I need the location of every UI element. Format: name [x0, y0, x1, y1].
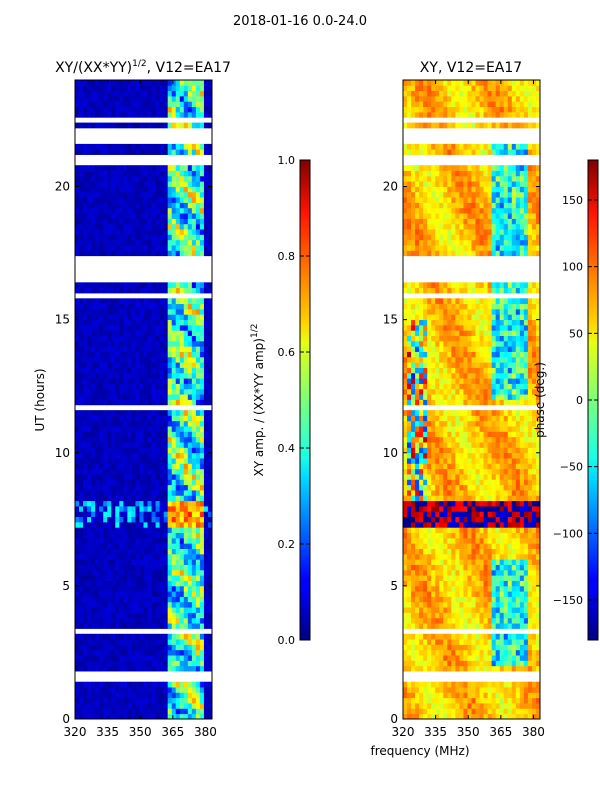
- y-tick-label: 5: [390, 579, 398, 593]
- colorbar-tick-label: 50: [569, 327, 583, 340]
- x-tick-label: 380: [194, 725, 217, 739]
- x-tick-label: 380: [522, 725, 545, 739]
- x-tick-label: 350: [129, 725, 152, 739]
- colorbar-tick-label: 0: [576, 394, 583, 407]
- x-tick-label: 320: [64, 725, 87, 739]
- colorbar-tick-label: 100: [562, 261, 583, 274]
- y-tick-label: 0: [390, 712, 398, 726]
- y-tick-label: 20: [55, 180, 70, 194]
- amplitude-title: XY/(XX*YY)1/2, V12=EA17: [55, 59, 231, 76]
- colorbar-tick-label: 0.0: [278, 634, 296, 647]
- colorbar-tick-label: −150: [553, 594, 583, 607]
- phase-colorbar: 150 100 50 0 −50 −100 −150 phase (deg.): [533, 160, 598, 640]
- amplitude-colorbar: 0.0 0.2 0.4 0.6 0.8 1.0 XY amp. / (XX*YY amp)…: [250, 154, 310, 647]
- colorbar-tick-label: 1.0: [278, 154, 296, 167]
- x-tick-label: 335: [424, 725, 447, 739]
- amplitude-colorbar-scale: [300, 160, 310, 640]
- y-tick-label: 20: [383, 180, 398, 194]
- amplitude-heatmap: [75, 80, 212, 719]
- colorbar-tick-label: 0.4: [278, 442, 296, 455]
- colorbar-tick-label: −50: [560, 461, 583, 474]
- colorbar-tick-label: 0.8: [278, 250, 296, 263]
- x-tick-label: 335: [96, 725, 119, 739]
- colorbar-tick-label: 0.6: [278, 346, 296, 359]
- y-tick-label: 5: [62, 579, 70, 593]
- shared-xlabel: frequency (MHz): [370, 744, 469, 758]
- figure-suptitle: 2018-01-16 0.0-24.0: [0, 14, 600, 29]
- x-tick-label: 365: [489, 725, 512, 739]
- y-tick-label: 15: [383, 313, 398, 327]
- colorbar-tick-label: −100: [553, 527, 583, 540]
- colorbar-tick-label: 0.2: [278, 538, 296, 551]
- x-tick-label: 365: [161, 725, 184, 739]
- x-tick-label: 350: [457, 725, 480, 739]
- phase-title: XY, V12=EA17: [420, 60, 522, 76]
- y-tick-label: 15: [55, 313, 70, 327]
- y-tick-label: 10: [383, 446, 398, 460]
- y-tick-label: 0: [62, 712, 70, 726]
- phase-panel: XY, V12=EA17 320 335 350 365 380 0 5 10 15 20: [383, 60, 545, 739]
- phase-colorbar-label: phase (deg.): [533, 362, 547, 438]
- phase-heatmap: [403, 80, 540, 719]
- colorbar-tick-label: 150: [562, 194, 583, 207]
- y-tick-label: 10: [55, 446, 70, 460]
- amplitude-ylabel: UT (hours): [33, 368, 47, 431]
- x-tick-label: 320: [392, 725, 415, 739]
- amplitude-colorbar-label: XY amp. / (XX*YY amp)1/2: [250, 324, 266, 477]
